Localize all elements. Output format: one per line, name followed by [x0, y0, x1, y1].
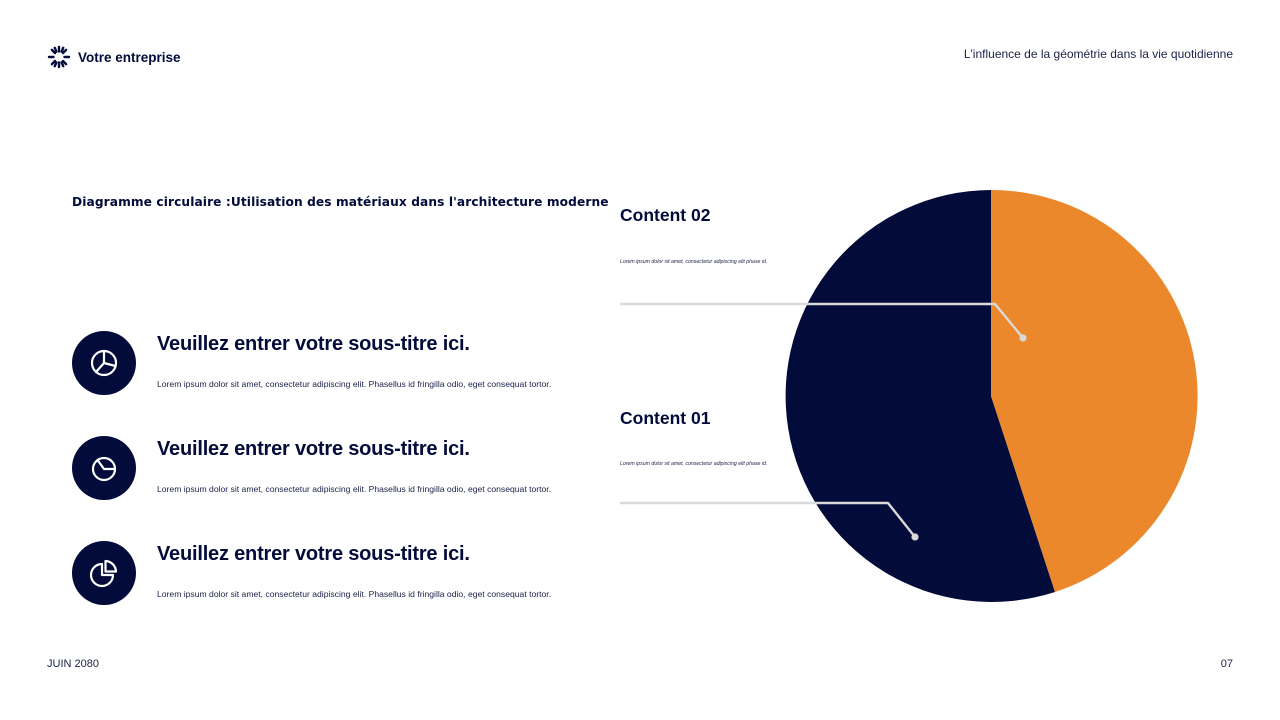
company-logo: Votre entreprise [47, 45, 181, 69]
icon-badge [72, 541, 136, 605]
page-number: 07 [1220, 658, 1233, 670]
feature-item: Veuillez entrer votre sous-titre ici. Lo… [72, 541, 612, 611]
item-description: Lorem ipsum dolor sit amet, consectetur … [157, 379, 552, 389]
pie-slice-content-02[interactable] [991, 189, 1198, 592]
callout-description-content-01: Lorem ipsum dolor sit amet, consectetur … [620, 461, 768, 467]
pie-segments-icon [90, 349, 118, 377]
company-name: Votre entreprise [78, 49, 181, 65]
item-subtitle: Veuillez entrer votre sous-titre ici. [157, 438, 470, 460]
item-subtitle: Veuillez entrer votre sous-titre ici. [157, 543, 470, 565]
callout-description-content-02: Lorem ipsum dolor sit amet, consectetur … [620, 259, 768, 265]
callout-label-content-01: Content 01 [620, 408, 711, 428]
footer-date: JUIN 2080 [47, 658, 99, 670]
callout-label-content-02: Content 02 [620, 205, 711, 225]
item-description: Lorem ipsum dolor sit amet, consectetur … [157, 484, 552, 494]
item-description: Lorem ipsum dolor sit amet, consectetur … [157, 589, 552, 599]
item-subtitle: Veuillez entrer votre sous-titre ici. [157, 333, 470, 355]
chart-title: Diagramme circulaire :Utilisation des ma… [72, 195, 609, 209]
icon-badge [72, 436, 136, 500]
icon-badge [72, 331, 136, 395]
feature-item: Veuillez entrer votre sous-titre ici. Lo… [72, 436, 612, 506]
pie-slice-icon [91, 456, 117, 482]
presentation-title: L'influence de la géométrie dans la vie … [963, 47, 1233, 61]
pie-exploded-icon [89, 559, 118, 588]
feature-item: Veuillez entrer votre sous-titre ici. Lo… [72, 331, 612, 401]
sunburst-logo-icon [47, 45, 71, 69]
pie-slice-content-01[interactable] [785, 190, 1055, 602]
